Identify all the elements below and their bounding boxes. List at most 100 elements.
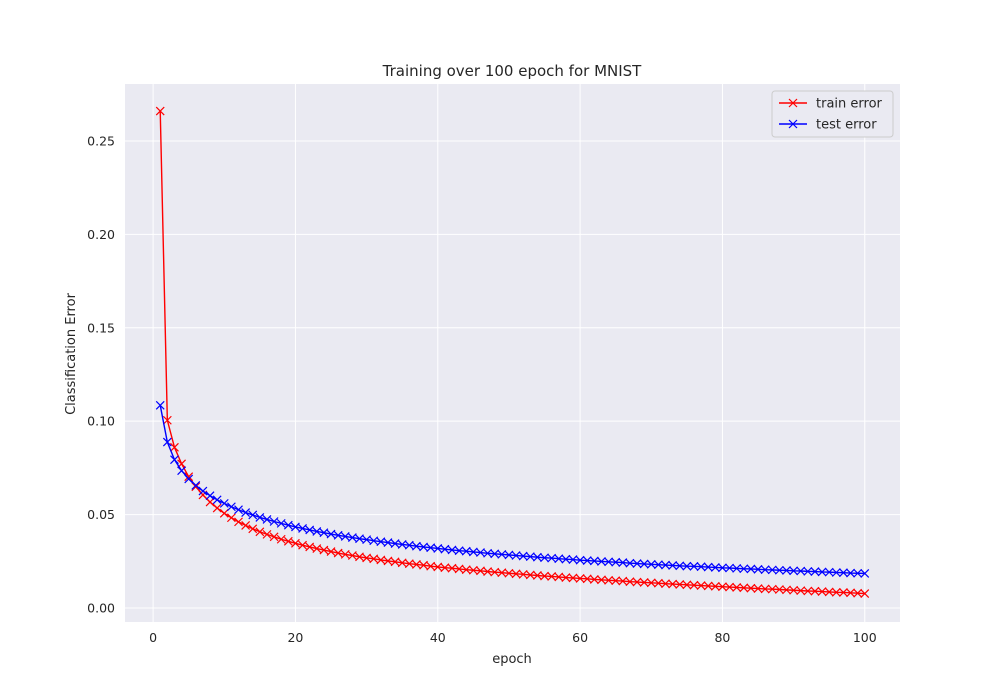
data-point [219, 498, 229, 508]
data-point [718, 582, 727, 592]
x-axis-label: epoch [492, 652, 532, 667]
data-point [653, 560, 663, 570]
y-tick-label: 0.10 [87, 414, 115, 429]
data-point [710, 581, 720, 591]
data-point [433, 543, 443, 553]
data-point [298, 540, 307, 550]
data-point [689, 561, 699, 571]
data-point [582, 556, 592, 565]
data-point [796, 566, 806, 576]
legend-label: train error [816, 97, 883, 112]
y-tick-label: 0.20 [87, 227, 115, 242]
chart-title: Training over 100 epoch for MNIST [382, 62, 643, 80]
data-point [689, 580, 699, 590]
x-tick-label: 80 [714, 630, 730, 645]
data-point [248, 524, 258, 534]
data-point [426, 543, 436, 553]
data-point [718, 563, 727, 573]
data-point [447, 545, 457, 555]
data-point [269, 517, 279, 526]
data-point [632, 577, 642, 587]
data-point [226, 513, 236, 523]
y-tick-label: 0.05 [87, 507, 115, 522]
data-point [760, 565, 770, 575]
data-point [561, 554, 571, 564]
data-point [525, 552, 535, 562]
data-point [255, 527, 265, 537]
legend-label: test error [816, 118, 877, 133]
series-test-error [155, 400, 870, 578]
data-point [575, 574, 585, 583]
data-point [440, 563, 450, 573]
data-point [696, 562, 706, 572]
data-point [732, 563, 742, 573]
data-point [369, 536, 379, 546]
data-point [803, 586, 813, 596]
data-point [710, 563, 720, 572]
data-point [412, 560, 421, 569]
data-point [810, 586, 820, 596]
data-point [454, 564, 464, 574]
data-point [860, 589, 870, 599]
data-point [383, 538, 393, 548]
series-line-train-error [159, 111, 865, 595]
data-point [362, 535, 372, 545]
data-point [483, 567, 493, 576]
data-point [177, 466, 187, 476]
data-point [746, 564, 756, 574]
data-point [497, 549, 507, 559]
data-point [853, 568, 863, 578]
data-point [347, 551, 357, 560]
data-point [468, 565, 478, 575]
data-point [646, 559, 656, 569]
data-point [191, 481, 201, 490]
data-point [639, 577, 649, 587]
series-line-test-error [159, 405, 865, 575]
y-tick-label: 0.25 [87, 133, 115, 148]
data-point [433, 562, 443, 572]
x-tick-label: 0 [149, 630, 157, 645]
data-point [262, 529, 272, 539]
data-point [853, 588, 863, 598]
data-point [333, 548, 343, 558]
data-point [796, 586, 806, 596]
legend-entry-test-error: test error [779, 118, 877, 133]
data-point [582, 574, 592, 584]
data-point [824, 587, 834, 597]
data-point [597, 575, 606, 585]
data-point [269, 532, 279, 542]
data-point [732, 583, 742, 592]
data-point [170, 442, 179, 452]
data-point [476, 548, 485, 557]
data-point [440, 544, 450, 554]
data-point [803, 566, 813, 576]
data-point [326, 547, 336, 556]
data-point [696, 581, 706, 590]
data-point [547, 571, 557, 581]
data-point [511, 551, 521, 560]
data-point [668, 560, 678, 570]
data-point [554, 554, 564, 564]
data-point [774, 565, 784, 575]
data-point [404, 559, 414, 569]
data-point [540, 571, 549, 581]
data-point [212, 495, 222, 505]
data-point [283, 520, 293, 530]
data-point [376, 537, 386, 547]
data-point [426, 561, 436, 571]
data-point [774, 585, 784, 594]
data-point [532, 571, 542, 580]
data-point [234, 517, 243, 527]
data-point [390, 557, 400, 567]
data-point [340, 532, 350, 541]
data-point [490, 567, 500, 577]
data-point [540, 553, 549, 563]
data-point [419, 542, 428, 552]
data-point [170, 455, 179, 465]
data-point [661, 560, 670, 570]
data-point [255, 512, 265, 522]
data-point [547, 553, 557, 563]
data-point [319, 528, 329, 538]
data-point [846, 588, 855, 598]
series-layer [155, 106, 870, 599]
